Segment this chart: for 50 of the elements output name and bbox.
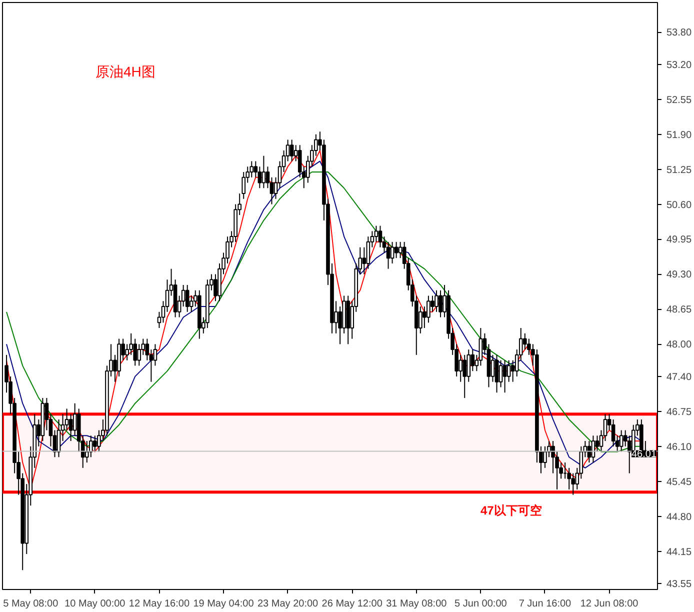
y-tick-label: 49.95 (666, 234, 692, 246)
x-tick-label: 10 May 00:00 (64, 598, 126, 610)
candlestick (386, 241, 390, 270)
y-tick-label: 46.75 (666, 406, 692, 418)
y-tick-label: 51.25 (666, 164, 692, 176)
x-tick-label: 5 May 08:00 (3, 598, 59, 610)
y-tick-label: 53.80 (666, 28, 692, 39)
x-tick-label: 23 May 20:00 (258, 598, 319, 610)
candlestick (185, 284, 190, 312)
x-tick-label: 5 Jun 00:00 (454, 598, 508, 610)
candlestick (93, 435, 97, 452)
y-tick-label: 53.20 (666, 60, 692, 71)
candlestick (478, 328, 483, 366)
candlestick (434, 290, 438, 312)
x-tick-label: 26 May 12:00 (322, 598, 383, 610)
candlestick (290, 139, 294, 162)
x-tick-label: 31 May 08:00 (386, 598, 448, 610)
y-tick-label: 45.45 (666, 476, 692, 488)
y-tick-label: 46.10 (666, 442, 692, 453)
candlestick (494, 354, 499, 394)
candlestick (153, 344, 158, 366)
y-tick-label: 47.40 (666, 372, 692, 383)
candlestick (374, 225, 378, 242)
x-tick-label: 19 May 04:00 (193, 598, 254, 610)
candlestick (394, 241, 398, 259)
y-tick-label: 44.80 (666, 512, 692, 523)
y-tick-label: 51.90 (666, 130, 692, 141)
y-tick-label: 52.55 (666, 94, 692, 106)
y-tick-label: 50.60 (666, 200, 692, 211)
candlestick (502, 360, 507, 394)
candlestick (498, 360, 503, 388)
ref-line-label: 46.01 (631, 449, 657, 460)
candlestick (56, 418, 61, 458)
y-tick-label: 48.65 (666, 304, 692, 316)
y-tick-label: 49.30 (666, 270, 692, 281)
candlestick (619, 430, 624, 452)
candlestick (438, 290, 442, 318)
candlestick (262, 155, 266, 189)
candlestick (258, 166, 262, 189)
y-tick-label: 44.15 (666, 546, 692, 558)
candlestick (506, 360, 511, 382)
y-tick-label: 43.55 (666, 579, 692, 590)
text: 原油4H图 (96, 64, 156, 80)
annotation: 47以下可空 (480, 504, 542, 518)
x-tick-label: 7 Jun 16:00 (518, 598, 572, 610)
candlestick (390, 241, 394, 264)
y-tick-label: 48.00 (666, 340, 692, 351)
x-tick-label: 12 May 16:00 (128, 598, 190, 610)
x-tick-label: 12 Jun 08:00 (580, 598, 639, 610)
candlestick (462, 354, 467, 398)
